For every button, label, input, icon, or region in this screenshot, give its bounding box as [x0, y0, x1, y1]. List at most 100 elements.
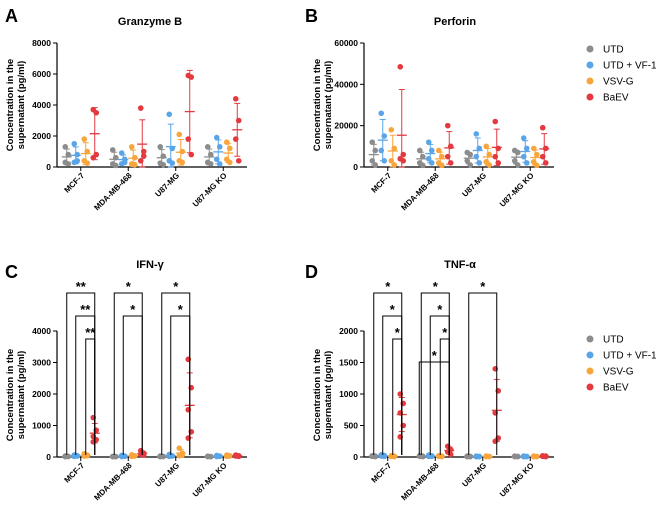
legend-marker [586, 93, 594, 101]
legend: UTD UTD + VF-1 VSV-G BaEV [586, 45, 657, 104]
data-point [542, 160, 549, 166]
significance-label: ** [85, 325, 96, 340]
data-point [514, 162, 521, 168]
data-point [378, 147, 385, 154]
data-point [388, 127, 395, 133]
data-point [381, 158, 388, 164]
data-point [169, 160, 176, 166]
y-axis-label-line: Concentration in the [5, 59, 16, 151]
data-point [160, 153, 167, 159]
data-point [520, 135, 527, 141]
data-point [447, 160, 454, 166]
significance-label: * [437, 302, 443, 317]
data-point [185, 136, 192, 142]
y-axis-label-line: supernatant (pg/ml) [323, 351, 334, 440]
data-point [112, 154, 119, 161]
data-point [539, 124, 546, 131]
data-point [131, 453, 138, 459]
data-point [65, 161, 72, 167]
x-tick-label: U87-MG KO [498, 461, 536, 499]
x-tick-label: MDA-MB-468 [92, 171, 134, 213]
legend: UTD UTD + VF-1 VSV-G BaEV [586, 335, 657, 394]
data-point [428, 147, 435, 154]
x-tick-label: MDA-MB-468 [92, 461, 134, 503]
data-point [523, 160, 530, 166]
significance-bracket: * [420, 279, 450, 455]
y-tick-label: 2000 [339, 326, 358, 336]
data-point [93, 151, 100, 158]
legend-marker [586, 77, 594, 85]
y-axis-label-line: Concentration in the [312, 349, 323, 441]
data-point [464, 149, 471, 156]
data-point [495, 145, 502, 152]
y-axis-label-line: Concentration in the [312, 59, 323, 151]
data-point [226, 159, 233, 166]
bracket-line [418, 361, 450, 455]
data-point [179, 452, 186, 458]
data-point [62, 144, 69, 150]
data-point [419, 153, 426, 160]
significance-bracket: * [113, 279, 143, 455]
data-point [425, 139, 432, 145]
bracket-line [392, 338, 403, 455]
data-point [419, 453, 426, 460]
y-axis-label: Concentration in thesupernatant (pg/ml) [312, 59, 334, 151]
data-point [235, 453, 242, 460]
bracket-line [170, 315, 191, 455]
x-tick-label: MCF-7 [63, 171, 87, 195]
panel-label: C [5, 262, 18, 282]
data-point [179, 148, 186, 155]
data-point [523, 145, 530, 152]
data-point [372, 147, 379, 154]
panel-label: B [305, 6, 318, 26]
data-point [419, 162, 426, 169]
data-point [511, 158, 518, 164]
panel-d: D TNF-α Concentration in thesupernatant (p… [305, 259, 554, 502]
significance-label: * [480, 279, 486, 294]
y-tick-label: 2000 [32, 131, 51, 141]
significance-label: * [432, 348, 438, 363]
data-point [65, 453, 72, 460]
data-point [400, 151, 407, 158]
x-tick-label: U87-MG KO [191, 171, 229, 209]
data-point [492, 118, 499, 125]
data-point [169, 145, 176, 152]
y-tick-label: 4000 [32, 326, 51, 336]
legend-label: UTD + VF-1 [603, 61, 657, 72]
bracket-line [122, 315, 143, 455]
data-point [438, 153, 445, 160]
legend-marker [586, 367, 594, 375]
legend-marker [586, 383, 594, 391]
data-point [542, 145, 549, 152]
y-tick-label: 0 [353, 452, 358, 462]
significance-bracket: * [418, 348, 450, 455]
y-tick-label: 40000 [334, 79, 358, 89]
x-tick-label: U87-MG [460, 171, 488, 199]
data-point [235, 117, 242, 124]
data-point [378, 110, 385, 117]
x-tick-label: MDA-MB-468 [399, 461, 441, 503]
data-point [486, 453, 493, 460]
legend-label: VSV-G [603, 77, 634, 88]
significance-label: * [126, 279, 132, 294]
significance-label: * [385, 279, 391, 294]
panel-a: A Granzyme B Concentration in thesupernata… [5, 6, 247, 212]
panel-label: D [305, 262, 318, 282]
data-point [65, 151, 72, 158]
y-tick-label: 0 [353, 162, 358, 172]
data-point [523, 453, 530, 460]
significance-label: * [390, 302, 396, 317]
x-tick-label: MCF-7 [370, 171, 394, 195]
legend-label: VSV-G [603, 367, 634, 378]
data-point [476, 145, 483, 152]
data-point [128, 144, 135, 150]
y-axis-label: Concentration in thesupernatant (pg/ml) [5, 59, 27, 151]
y-tick-label: 4000 [32, 100, 51, 110]
data-point [93, 109, 100, 116]
data-point [74, 158, 81, 164]
data-point [84, 160, 91, 166]
data-point [137, 158, 144, 164]
data-point [216, 161, 223, 167]
data-point [467, 453, 474, 460]
